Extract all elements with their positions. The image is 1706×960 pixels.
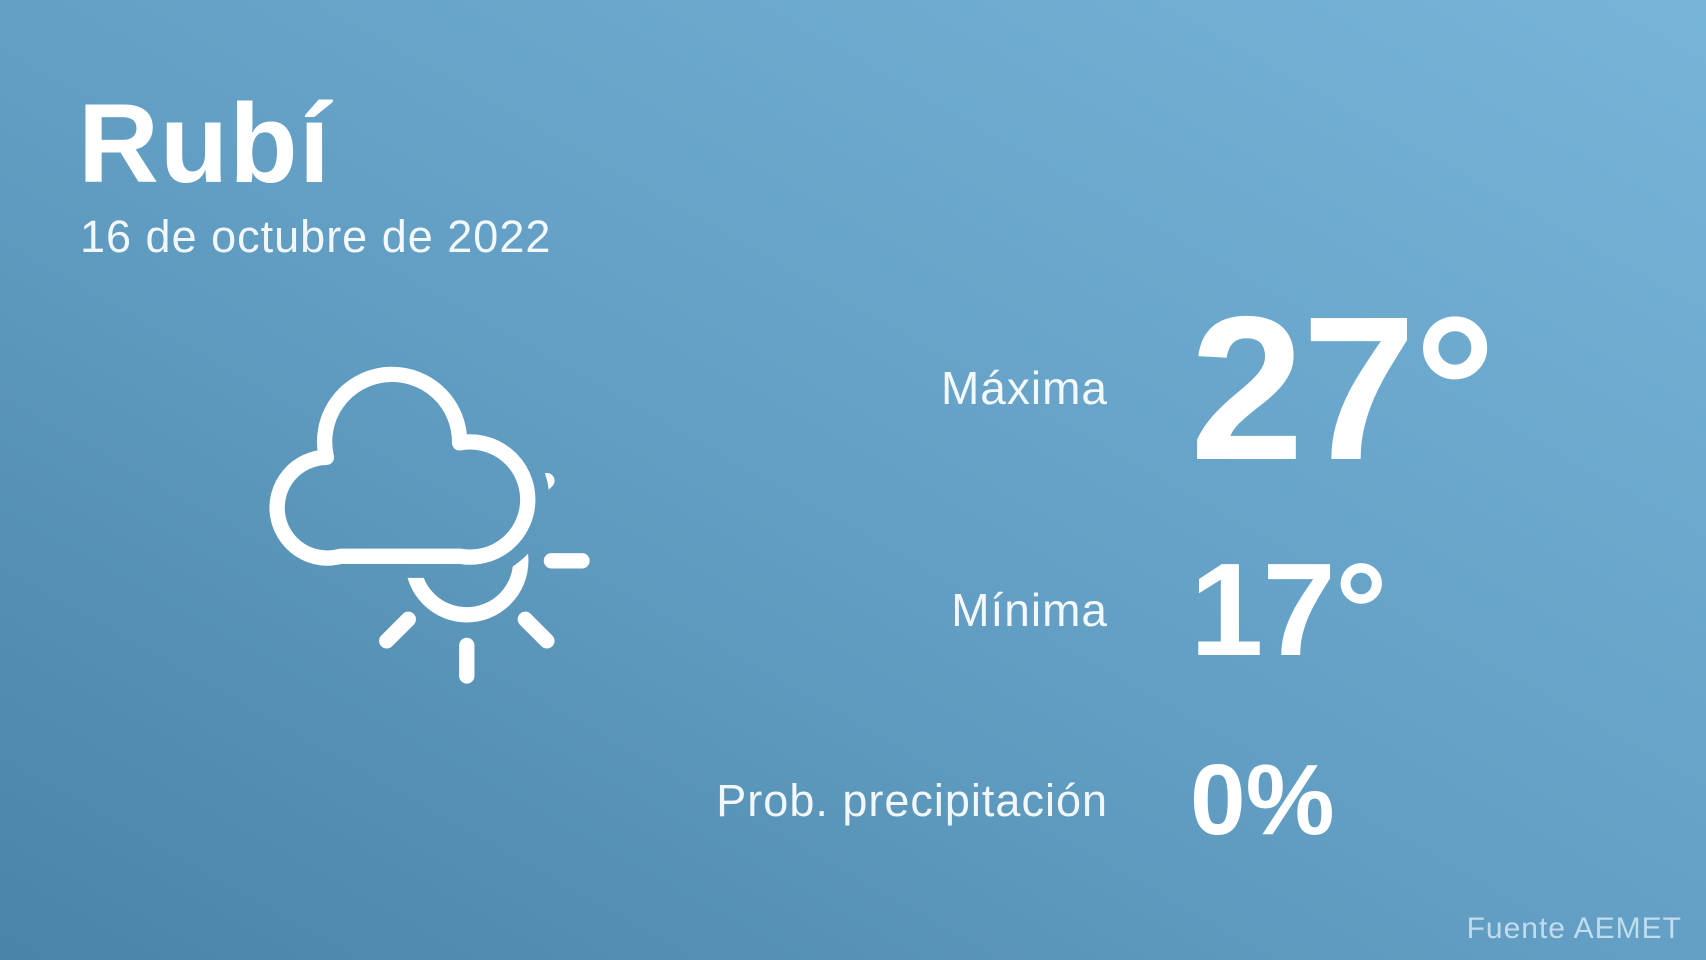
cloud-icon (269, 366, 536, 566)
source-attribution: Fuente AEMET (1466, 912, 1682, 945)
sun-behind-rain-cloud-icon (269, 366, 590, 684)
precipitation-label: Prob. precipitación (716, 774, 1108, 826)
min-temp-row: Mínima 17° (0, 512, 1706, 707)
min-temp-label: Mínima (951, 583, 1108, 636)
max-temp-value: 27° (1190, 273, 1496, 503)
precipitation-row: Prob. precipitación 0% (0, 725, 1706, 875)
precipitation-value: 0% (1190, 744, 1335, 856)
max-temp-label: Máxima (940, 362, 1108, 414)
page-title: Rubí (78, 81, 331, 206)
min-temp-value: 17° (1190, 535, 1388, 683)
max-temp-row: Máxima 27° (0, 273, 1706, 503)
sun-icon (379, 473, 590, 684)
date-subtitle: 16 de octubre de 2022 (80, 211, 552, 262)
